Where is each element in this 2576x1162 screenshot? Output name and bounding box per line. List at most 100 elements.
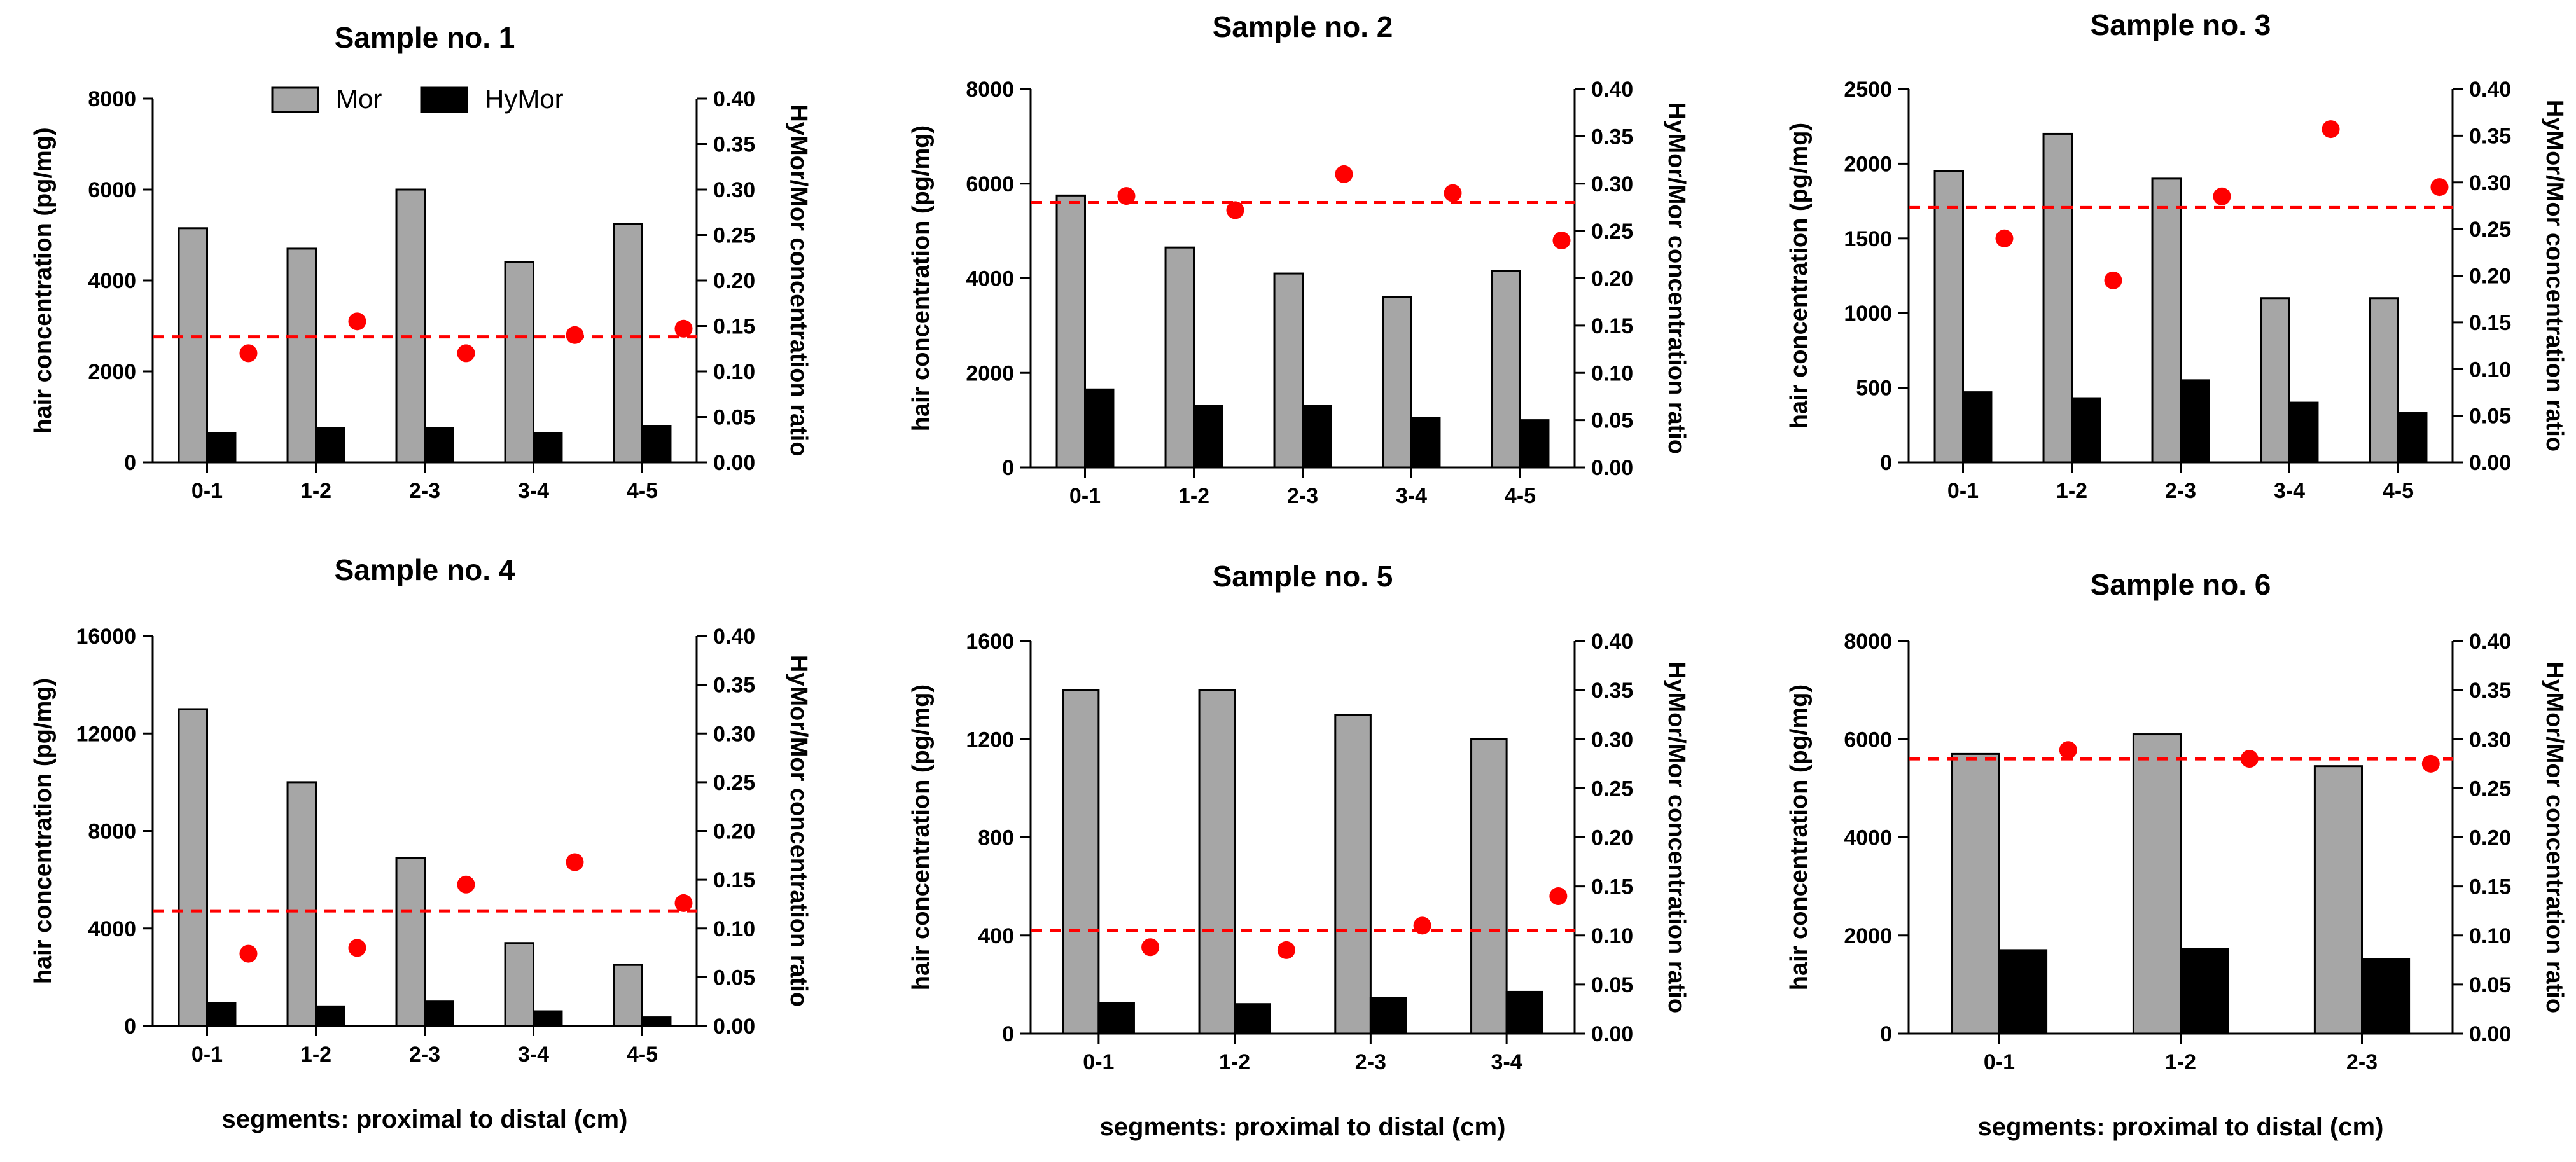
- x-tick-label: 2-3: [409, 1042, 440, 1067]
- y2-tick-label: 0.25: [713, 224, 755, 248]
- x-tick-label: 2-3: [1287, 484, 1318, 508]
- x-tick-label: 3-4: [518, 479, 549, 503]
- y-tick-label: 2500: [1844, 78, 1892, 102]
- chart-title: Sample no. 2: [1213, 10, 1393, 43]
- y2-tick-label: 0.10: [1591, 361, 1633, 385]
- bar-mor: [178, 708, 209, 1027]
- bar-hymor: [533, 432, 563, 464]
- bar-hymor: [206, 1002, 237, 1027]
- ratio-point: [1335, 165, 1353, 183]
- y2-tick-label: 0.40: [2469, 78, 2511, 102]
- x-tick-label: 4-5: [2383, 479, 2414, 503]
- y2-tick-label: 0.20: [713, 820, 755, 844]
- x-tick-label: 4-5: [627, 479, 658, 503]
- y2-tick-label: 0.30: [1591, 172, 1633, 197]
- y-tick-label: 16000: [76, 625, 136, 649]
- y2-tick-label: 0.10: [2469, 924, 2511, 948]
- bar-mor: [1951, 752, 2000, 1035]
- y2-tick-label: 0.15: [713, 315, 755, 339]
- y2-tick-label: 0.25: [2469, 218, 2511, 242]
- bar-mor: [1491, 270, 1522, 469]
- y-tick-label: 0: [1880, 1022, 1892, 1046]
- y2-tick-label: 0.25: [2469, 777, 2511, 801]
- ratio-point: [2430, 178, 2449, 197]
- bar-mor: [2151, 177, 2182, 464]
- y2-tick-label: 0.00: [713, 451, 755, 475]
- y2-tick-label: 0.15: [1591, 875, 1633, 899]
- y2-tick-label: 0.40: [2469, 630, 2511, 654]
- chart-panel-5: Sample no. 5 0 400 800 1200 1600 0.00 0.05 0.10 0…: [908, 560, 1690, 1141]
- bar-hymor: [1234, 1003, 1271, 1035]
- x-tick-label: 3-4: [1396, 484, 1427, 508]
- x-tick-label: 1-2: [1178, 484, 1209, 508]
- chart-title: Sample no. 6: [2091, 568, 2271, 601]
- bar-mor: [2132, 733, 2182, 1035]
- x-axis-label: segments: proximal to distal (cm): [1978, 1113, 2384, 1141]
- y2-tick-label: 0.15: [713, 868, 755, 892]
- y2-tick-label: 0.35: [713, 674, 755, 698]
- y-tick-label: 800: [978, 826, 1014, 850]
- bar-mor: [2260, 297, 2291, 464]
- y-tick-label: 0: [124, 451, 136, 475]
- y-tick-label: 500: [1856, 377, 1892, 401]
- y-tick-label: 12000: [76, 722, 136, 746]
- bar-mor: [1062, 689, 1100, 1035]
- y-tick-label: 8000: [88, 820, 136, 844]
- y2-tick-label: 0.30: [2469, 171, 2511, 195]
- y2-tick-label: 0.05: [2469, 405, 2511, 429]
- bar-hymor: [533, 1010, 563, 1027]
- y2-tick-label: 0.35: [2469, 679, 2511, 703]
- y2-tick-label: 0.40: [1591, 630, 1633, 654]
- bar-hymor: [315, 427, 345, 464]
- ratio-point: [1226, 201, 1244, 219]
- chart-title: Sample no. 4: [335, 553, 515, 586]
- ratio-point: [1141, 938, 1160, 957]
- y2-tick-label: 0.05: [713, 406, 755, 430]
- ratio-point: [1413, 916, 1431, 935]
- y2-tick-label: 0.00: [1591, 456, 1633, 480]
- x-tick-label: 0-1: [1947, 479, 1979, 503]
- y2-tick-label: 0.15: [2469, 875, 2511, 899]
- bar-mor: [504, 261, 534, 464]
- bar-hymor: [1519, 419, 1550, 469]
- ratio-point: [2421, 754, 2440, 773]
- y-axis-label: hair concentration (pg/mg): [1786, 684, 1813, 990]
- y-axis-label: hair concentration (pg/mg): [908, 125, 935, 431]
- ratio-point: [457, 875, 475, 894]
- y2-tick-label: 0.05: [1591, 409, 1633, 433]
- legend-label-hymor: HyMor: [485, 84, 564, 114]
- x-tick-label: 1-2: [300, 1042, 331, 1067]
- y2-tick-label: 0.00: [713, 1014, 755, 1039]
- y-tick-label: 8000: [1844, 630, 1892, 654]
- ratio-point: [2240, 750, 2259, 768]
- legend-swatch-hymor: [420, 86, 468, 113]
- y2-axis-label: HyMor/Mor concentration ratio: [1663, 661, 1690, 1013]
- bar-hymor: [641, 425, 672, 464]
- y2-tick-label: 0.25: [713, 771, 755, 795]
- y-tick-label: 2000: [1844, 924, 1892, 948]
- bar-hymor: [1962, 391, 1993, 464]
- bar-hymor: [206, 432, 237, 464]
- bar-hymor: [2180, 948, 2229, 1035]
- bar-mor: [2042, 132, 2073, 464]
- bar-mor: [1933, 170, 1965, 464]
- bar-mor: [1334, 714, 1372, 1035]
- y-tick-label: 6000: [966, 172, 1014, 197]
- ratio-point: [239, 344, 258, 363]
- y-tick-label: 2000: [88, 360, 136, 384]
- y2-tick-label: 0.25: [1591, 219, 1633, 244]
- y-axis-label: hair concentration (pg/mg): [30, 678, 57, 984]
- bar-mor: [2369, 297, 2400, 464]
- bar-hymor: [2180, 379, 2210, 464]
- chart-title: Sample no. 1: [335, 21, 515, 54]
- y-tick-label: 0: [1002, 456, 1014, 480]
- x-axis-label: segments: proximal to distal (cm): [222, 1105, 628, 1133]
- chart-panel-1: Sample no. 1 0 2000 4000 6000 8000 0.00 0.05 0.1…: [30, 21, 812, 503]
- bar-hymor: [315, 1005, 345, 1027]
- bar-mor: [1055, 194, 1087, 469]
- ratio-point: [457, 344, 475, 363]
- y2-axis-label: HyMor/Mor concentration ratio: [785, 104, 812, 456]
- ratio-point: [2322, 120, 2340, 139]
- x-tick-label: 3-4: [518, 1042, 549, 1067]
- y2-tick-label: 0.10: [713, 360, 755, 384]
